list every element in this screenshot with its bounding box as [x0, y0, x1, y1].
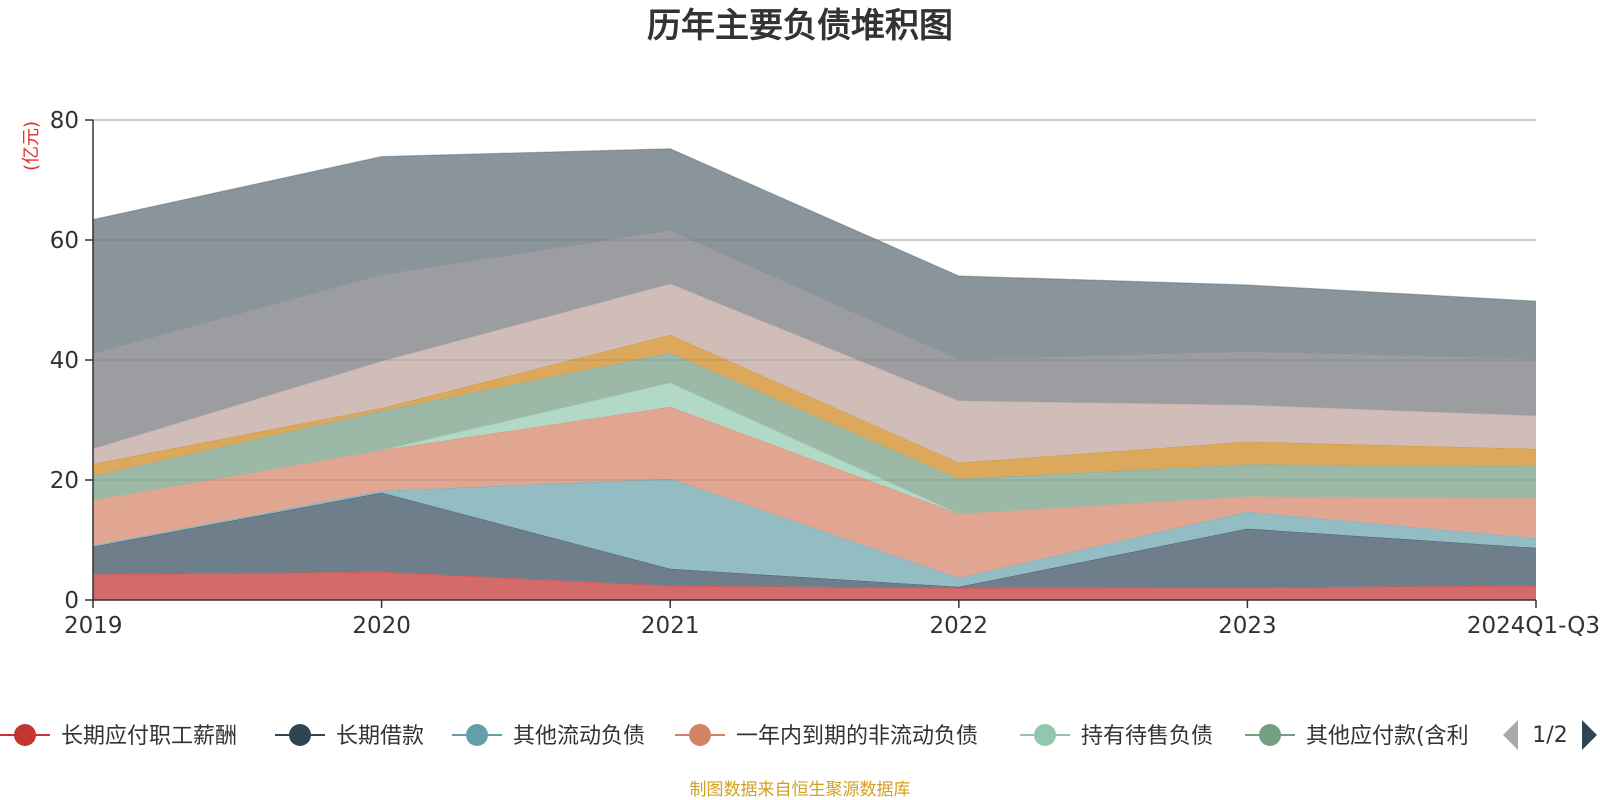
x-tick-label: 2022 [930, 613, 989, 639]
legend-item[interactable]: 持有待售负债 [1020, 724, 1213, 749]
legend-prev-page-icon[interactable] [1503, 720, 1518, 750]
x-tick-label: 2023 [1218, 613, 1277, 639]
area-series-9 [93, 229, 1536, 449]
x-tick-label: 2024Q1-Q3 [1467, 613, 1600, 639]
area-series-edge-10 [92, 148, 1537, 302]
legend-marker-icon [1034, 724, 1056, 746]
legend-page-indicator: 1/2 [1532, 723, 1567, 748]
x-tick-label: 2020 [352, 613, 411, 639]
x-tick-label: 2021 [641, 613, 700, 639]
area-series-group [92, 148, 1537, 600]
legend-pager: 1/2 [1503, 720, 1597, 750]
x-tick-label: 2019 [64, 613, 123, 639]
legend-marker-icon [466, 724, 488, 746]
area-series-10 [93, 148, 1536, 359]
area-series-8 [93, 283, 1536, 464]
legend-marker-icon [289, 724, 311, 746]
chart-title: 历年主要负债堆积图 [647, 6, 953, 46]
legend-marker-icon [689, 724, 711, 746]
legend-marker-icon [14, 724, 36, 746]
legend-label: 持有待售负债 [1081, 724, 1213, 749]
legend-label: 长期应付职工薪酬 [61, 724, 237, 749]
legend-marker-icon [1259, 724, 1281, 746]
y-tick-label: 20 [50, 468, 79, 494]
y-tick-label: 80 [50, 108, 79, 134]
legend-label: 其他应付款(含利 [1306, 724, 1469, 749]
area-series-3 [93, 478, 1536, 587]
legend-label: 其他流动负债 [513, 724, 645, 749]
legend: 长期应付职工薪酬 长期借款 其他流动负债 一年内到期的非流动负债 持有待售负债 其他应付款… [0, 724, 1469, 749]
data-source-note: 制图数据来自恒生聚源数据库 [690, 780, 911, 800]
legend-item[interactable]: 其他流动负债 [452, 724, 645, 749]
axes: 0 20 40 60 80 2019 2020 2021 2022 2023 2024Q1-Q3 [50, 108, 1600, 639]
legend-item[interactable]: 其他应付款(含利 [1245, 724, 1469, 749]
legend-label: 一年内到期的非流动负债 [736, 724, 978, 749]
legend-item[interactable]: 长期借款 [275, 724, 424, 749]
legend-label: 长期借款 [336, 724, 424, 749]
y-tick-label: 40 [50, 348, 79, 374]
y-tick-label: 0 [64, 588, 79, 614]
y-tick-label: 60 [50, 228, 79, 254]
area-series-6 [93, 352, 1536, 514]
legend-item[interactable]: 一年内到期的非流动负债 [675, 724, 978, 749]
area-series-7 [93, 334, 1536, 479]
y-axis-unit-label: (亿元) [21, 121, 42, 171]
area-series-4 [93, 406, 1536, 578]
overlay-grid-lines [93, 119, 1536, 481]
legend-item[interactable]: 长期应付职工薪酬 [0, 724, 237, 749]
area-series-2 [93, 492, 1536, 588]
legend-next-page-icon[interactable] [1582, 720, 1597, 750]
area-series-1 [93, 571, 1536, 600]
